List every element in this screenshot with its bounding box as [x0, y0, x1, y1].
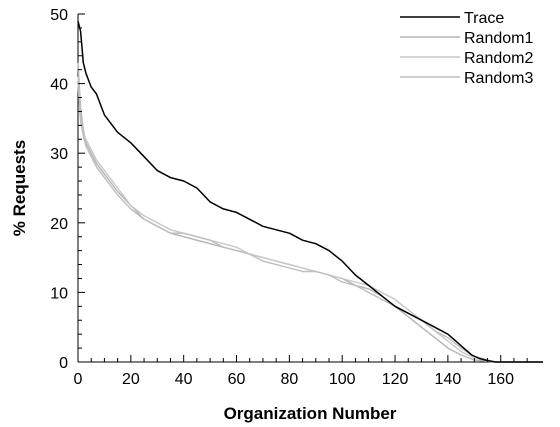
- x-tick-label: 120: [382, 371, 409, 388]
- x-tick-label: 80: [280, 371, 298, 388]
- y-tick-label: 20: [50, 216, 68, 233]
- series-line-random1: [77, 62, 543, 363]
- x-tick-label: 20: [122, 371, 140, 388]
- ticks: 0 20 40 60 80 100 120 140 160 0 10 20 30 40 50: [50, 7, 528, 388]
- series-line-random3: [77, 83, 543, 363]
- legend: Trace Random1 Random2 Random3: [400, 10, 533, 87]
- x-tick-label: 0: [74, 371, 83, 388]
- y-tick-label: 10: [50, 285, 68, 302]
- x-tick-label: 140: [435, 371, 462, 388]
- series-layer: [77, 20, 543, 363]
- series-line-trace: [77, 20, 543, 363]
- series-line-random2: [77, 76, 543, 363]
- y-tick-label: 40: [50, 77, 68, 94]
- legend-label: Random2: [464, 50, 533, 67]
- legend-label: Random3: [464, 70, 533, 87]
- x-tick-label: 160: [487, 371, 514, 388]
- legend-label: Random1: [464, 30, 533, 47]
- x-tick-label: 40: [175, 371, 193, 388]
- x-axis-label: Organization Number: [224, 404, 397, 423]
- y-tick-label: 0: [59, 355, 68, 372]
- x-tick-label: 60: [228, 371, 246, 388]
- legend-label: Trace: [464, 10, 504, 27]
- x-tick-label: 100: [329, 371, 356, 388]
- y-tick-label: 50: [50, 7, 68, 24]
- y-tick-label: 30: [50, 146, 68, 163]
- y-axis-label: % Requests: [10, 140, 29, 236]
